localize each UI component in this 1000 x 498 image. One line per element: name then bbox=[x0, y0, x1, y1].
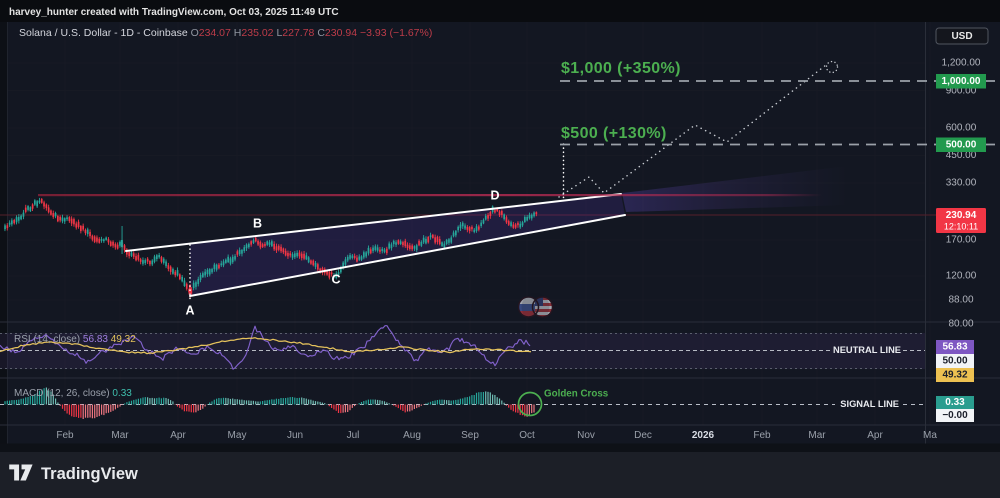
svg-text:C: C bbox=[331, 273, 340, 287]
svg-text:12:10:11: 12:10:11 bbox=[944, 222, 978, 232]
svg-text:MACD (12, 26, close) 0.33: MACD (12, 26, close) 0.33 bbox=[14, 388, 132, 399]
svg-text:330.00: 330.00 bbox=[946, 178, 977, 189]
svg-text:Oct: Oct bbox=[519, 430, 535, 441]
svg-text:Feb: Feb bbox=[56, 430, 74, 441]
svg-text:120.00: 120.00 bbox=[946, 271, 977, 282]
svg-text:Mar: Mar bbox=[111, 430, 129, 441]
svg-text:600.00: 600.00 bbox=[946, 123, 977, 134]
svg-text:500.00: 500.00 bbox=[946, 140, 977, 151]
svg-text:56.83: 56.83 bbox=[942, 342, 967, 353]
svg-text:Feb: Feb bbox=[753, 430, 771, 441]
svg-text:D: D bbox=[490, 189, 499, 203]
svg-text:2026: 2026 bbox=[692, 430, 715, 441]
svg-text:450.00: 450.00 bbox=[946, 150, 977, 161]
svg-text:Jul: Jul bbox=[347, 430, 360, 441]
svg-text:88.00: 88.00 bbox=[948, 295, 973, 306]
svg-text:Aug: Aug bbox=[403, 430, 421, 441]
svg-text:B: B bbox=[253, 217, 262, 231]
svg-text:1,000.00: 1,000.00 bbox=[942, 76, 981, 87]
svg-text:Solana / U.S. Dollar - 1D - Co: Solana / U.S. Dollar - 1D - Coinbase O23… bbox=[19, 27, 432, 39]
svg-text:Dec: Dec bbox=[634, 430, 652, 441]
svg-text:1,200.00: 1,200.00 bbox=[942, 58, 981, 69]
svg-text:Mar: Mar bbox=[808, 430, 826, 441]
svg-text:Apr: Apr bbox=[170, 430, 186, 441]
svg-text:0.33: 0.33 bbox=[945, 397, 965, 408]
svg-text:Golden Cross: Golden Cross bbox=[544, 389, 609, 400]
svg-text:$500 (+130%): $500 (+130%) bbox=[561, 125, 667, 142]
svg-text:Ma: Ma bbox=[923, 430, 937, 441]
svg-text:harvey_hunter created with Tra: harvey_hunter created with TradingView.c… bbox=[9, 7, 339, 18]
svg-text:80.00: 80.00 bbox=[948, 319, 973, 330]
svg-text:$1,000 (+350%): $1,000 (+350%) bbox=[561, 60, 681, 77]
svg-text:Sep: Sep bbox=[461, 430, 479, 441]
svg-text:NEUTRAL LINE: NEUTRAL LINE bbox=[833, 345, 901, 355]
svg-text:Jun: Jun bbox=[287, 430, 303, 441]
svg-text:SIGNAL LINE: SIGNAL LINE bbox=[840, 399, 899, 409]
svg-text:50.00: 50.00 bbox=[942, 356, 967, 367]
svg-text:49.32: 49.32 bbox=[942, 370, 967, 381]
svg-text:Apr: Apr bbox=[867, 430, 883, 441]
svg-text:900.00: 900.00 bbox=[946, 86, 977, 97]
svg-text:Nov: Nov bbox=[577, 430, 595, 441]
svg-text:230.94: 230.94 bbox=[946, 210, 977, 221]
svg-text:−0.00: −0.00 bbox=[942, 410, 968, 421]
svg-text:May: May bbox=[228, 430, 247, 441]
svg-text:TradingView: TradingView bbox=[41, 465, 138, 483]
svg-text:RSI (14, close) 56.83 49.32: RSI (14, close) 56.83 49.32 bbox=[14, 334, 136, 345]
svg-text:170.00: 170.00 bbox=[946, 235, 977, 246]
svg-text:A: A bbox=[185, 304, 194, 318]
svg-text:USD: USD bbox=[951, 31, 972, 42]
